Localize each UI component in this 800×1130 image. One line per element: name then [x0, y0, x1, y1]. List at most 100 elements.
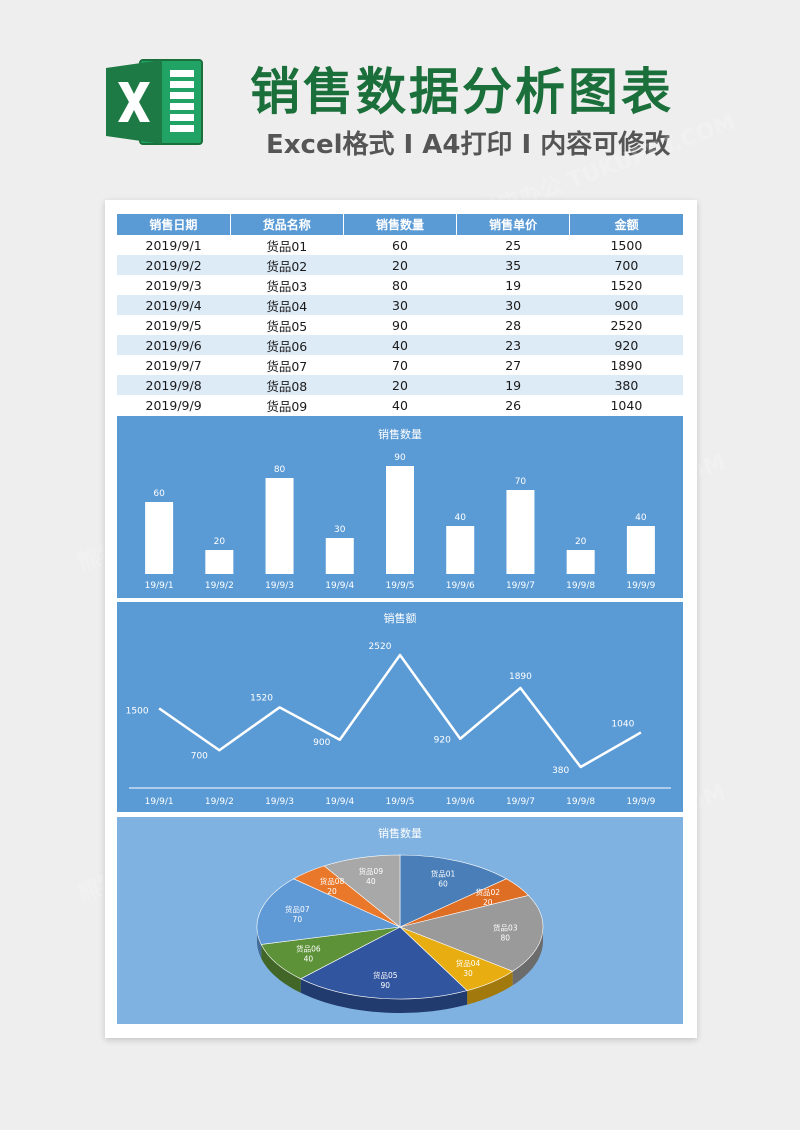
- table-row: 2019/9/9 货品09 40 26 1040: [117, 395, 683, 415]
- data-label: 900: [313, 738, 330, 748]
- cell-amount[interactable]: 920: [569, 335, 683, 355]
- data-label: 20: [575, 537, 587, 547]
- data-label: 380: [552, 766, 569, 776]
- bar: [506, 490, 535, 574]
- data-label: 40: [635, 513, 647, 523]
- x-tick-label: 19/9/5: [386, 581, 415, 591]
- x-tick-label: 19/9/8: [566, 581, 595, 591]
- bar: [386, 466, 414, 574]
- cell-quantity[interactable]: 20: [343, 255, 457, 275]
- bar-chart: 销售数量 60 19/9/1 20 19/9/2 80 19/9/3 30 19/9/4 90 19…: [145, 427, 656, 591]
- cell-quantity[interactable]: 70: [392, 357, 408, 373]
- cell-price[interactable]: 26: [505, 397, 522, 413]
- cell-date[interactable]: 2019/9/3: [145, 277, 202, 293]
- pie-value-label: 60: [438, 879, 448, 888]
- cell-product[interactable]: 货品01: [266, 238, 308, 254]
- cell-price[interactable]: 25: [505, 237, 522, 253]
- cell-quantity[interactable]: 30: [343, 295, 457, 315]
- cell-price[interactable]: 30: [456, 295, 570, 315]
- pie-value-label: 70: [293, 915, 303, 924]
- pie-label: 货品07: [285, 904, 310, 914]
- cell-amount[interactable]: 380: [569, 375, 683, 395]
- cell-amount[interactable]: 700: [569, 255, 683, 275]
- cell-amount[interactable]: 1040: [610, 397, 643, 413]
- cell-amount[interactable]: 2520: [610, 317, 643, 333]
- pie-label: 货品01: [431, 868, 456, 878]
- pie-slice-side: [512, 927, 543, 986]
- cell-price[interactable]: 19: [456, 375, 570, 395]
- pie-value-label: 80: [500, 934, 510, 943]
- pie-slice: [300, 926, 468, 1000]
- pie-slice-side: [257, 927, 262, 959]
- x-tick-label: 19/9/2: [205, 797, 234, 807]
- header-cell-date[interactable]: 销售日期: [117, 214, 231, 235]
- cell-price[interactable]: 19: [505, 277, 522, 293]
- data-label: 90: [394, 453, 406, 463]
- cell-amount[interactable]: 900: [569, 295, 683, 315]
- cell-product[interactable]: 货品09: [266, 398, 308, 414]
- pie-slice-side: [261, 944, 301, 993]
- cell-product[interactable]: 货品02: [230, 255, 344, 275]
- cell-quantity[interactable]: 90: [392, 317, 408, 333]
- cell-quantity[interactable]: 80: [392, 277, 408, 293]
- pie-value-label: 20: [483, 898, 493, 907]
- pie-slice: [399, 895, 544, 972]
- data-label: 20: [214, 537, 226, 547]
- cell-date[interactable]: 2019/9/9: [145, 397, 202, 413]
- pie-value-label: 40: [366, 877, 376, 886]
- x-tick-label: 19/9/5: [386, 797, 415, 807]
- bar: [265, 478, 294, 574]
- pie-slice-side: [300, 978, 468, 1013]
- cell-price[interactable]: 27: [505, 357, 522, 373]
- header-cell-price[interactable]: 销售单价: [456, 214, 571, 235]
- cell-quantity[interactable]: 40: [392, 397, 408, 413]
- pie-label: 货品08: [320, 876, 345, 886]
- cell-quantity[interactable]: 20: [343, 375, 457, 395]
- cell-price[interactable]: 35: [456, 255, 570, 275]
- chart-title: 销售额: [384, 611, 417, 625]
- cell-product[interactable]: 货品08: [230, 375, 344, 395]
- cell-amount[interactable]: 1890: [610, 357, 643, 373]
- cell-date[interactable]: 2019/9/8: [117, 375, 231, 395]
- data-label: 2520: [369, 642, 392, 652]
- data-label: 1890: [509, 672, 532, 682]
- cell-product[interactable]: 货品07: [266, 358, 308, 374]
- data-label: 80: [274, 465, 286, 475]
- bar: [205, 550, 234, 574]
- data-label: 1520: [250, 693, 273, 703]
- bar-chart-panel[interactable]: 销售数量 60 19/9/1 20 19/9/2 80 19/9/3 30 19/9/4 90 19…: [117, 416, 683, 598]
- table-row: 2019/9/5 货品05 90 28 2520: [117, 315, 683, 335]
- cell-quantity[interactable]: 60: [392, 237, 408, 253]
- cell-amount[interactable]: 1500: [610, 237, 643, 253]
- cell-price[interactable]: 23: [456, 335, 570, 355]
- header-cell-quantity[interactable]: 销售数量: [343, 214, 458, 235]
- header-cell-product[interactable]: 货品名称: [230, 214, 344, 235]
- pie-chart-panel[interactable]: 销售数量 货品01 60 货品02 20 货品03 80 货品04 30 货品05 90 货品06 40…: [117, 817, 683, 1024]
- header-cell-amount[interactable]: 金额: [569, 214, 683, 235]
- excel-logo-icon: [106, 59, 203, 145]
- line-chart-panel[interactable]: 销售额 1500 19/9/1 700 19/9/2 1520 19/9/3 900 19/9/…: [117, 602, 683, 812]
- x-tick-label: 19/9/1: [145, 797, 174, 807]
- cell-date[interactable]: 2019/9/1: [145, 237, 202, 253]
- cell-date[interactable]: 2019/9/4: [117, 295, 231, 315]
- x-tick-label: 19/9/3: [265, 797, 294, 807]
- pie-label: 货品05: [373, 970, 398, 980]
- table-row: 2019/9/3 货品03 80 19 1520: [117, 275, 683, 295]
- cell-amount[interactable]: 1520: [610, 277, 643, 293]
- cell-date[interactable]: 2019/9/7: [145, 357, 202, 373]
- cell-product[interactable]: 货品05: [266, 318, 308, 334]
- pie-label: 货品02: [475, 887, 500, 897]
- cell-product[interactable]: 货品04: [230, 295, 344, 315]
- sales-table: 销售日期 货品名称 销售数量 销售单价 金额 2019/9/1 货品01 60 …: [117, 214, 683, 415]
- cell-price[interactable]: 28: [505, 317, 522, 333]
- cell-date[interactable]: 2019/9/6: [117, 335, 231, 355]
- cell-date[interactable]: 2019/9/2: [117, 255, 231, 275]
- pie-value-label: 20: [327, 887, 337, 896]
- bar: [626, 526, 655, 574]
- cell-product[interactable]: 货品03: [266, 278, 308, 294]
- cell-quantity[interactable]: 40: [343, 335, 457, 355]
- table-row: 2019/9/7 货品07 70 27 1890: [117, 355, 683, 375]
- cell-product[interactable]: 货品06: [230, 335, 344, 355]
- x-tick-label: 19/9/4: [325, 581, 354, 591]
- cell-date[interactable]: 2019/9/5: [145, 317, 202, 333]
